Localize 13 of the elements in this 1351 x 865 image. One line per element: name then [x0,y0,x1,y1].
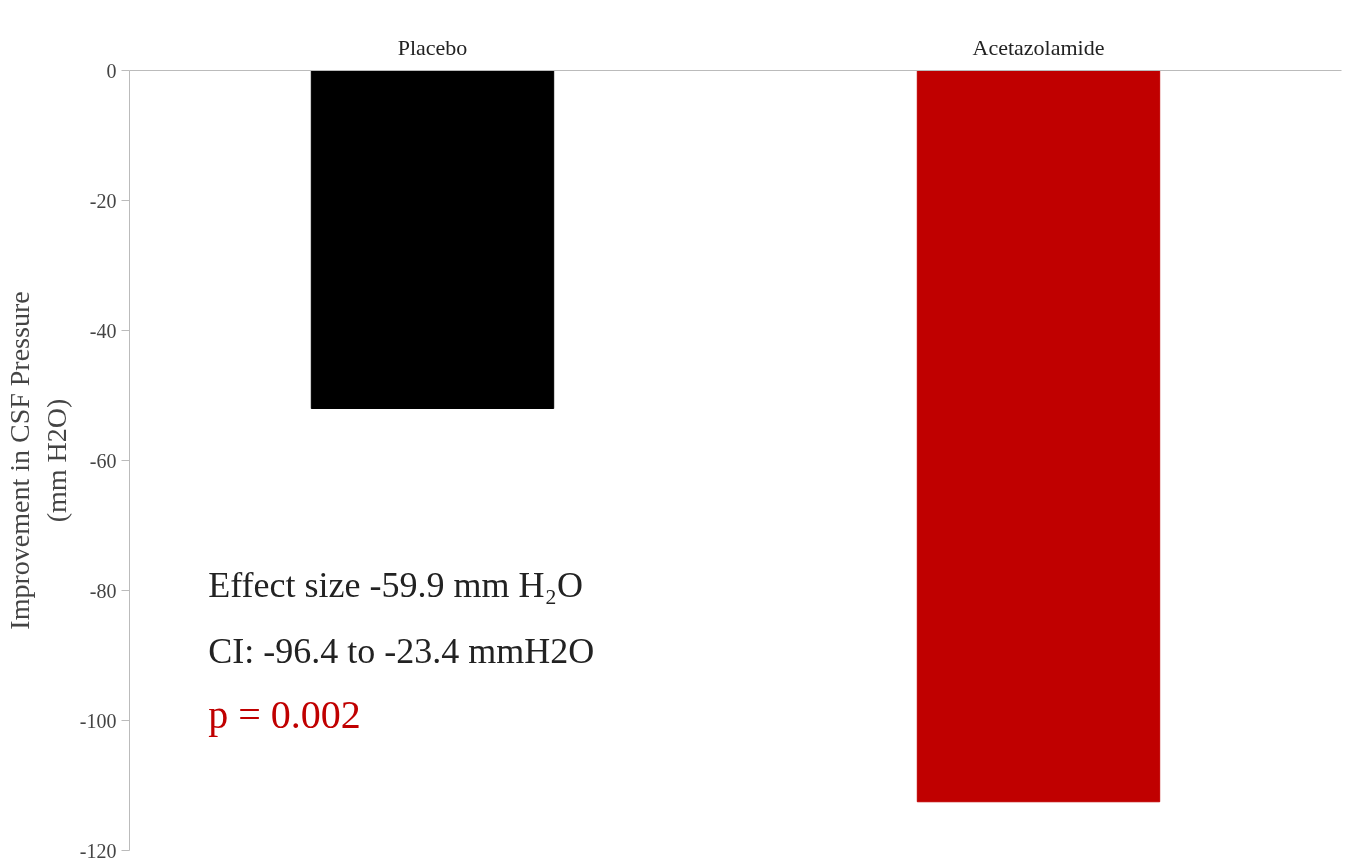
annotation: CI: -96.4 to -23.4 mmH2O [208,631,595,672]
y-tick-label: -40 [89,319,117,342]
y-tick-label: 0 [106,59,117,82]
y-tick-label: -60 [89,449,117,472]
y-tick-label: -20 [89,189,117,212]
annotation: p = 0.002 [208,692,361,738]
y-axis-title: Improvement in CSF Pressure (mm H2O) [3,291,72,630]
annotation: Effect size -59.9 mm H₂O [208,564,584,605]
y-tick-label: -100 [79,709,117,732]
y-tick-label: -80 [89,579,117,602]
y-tick-label: -120 [79,839,117,862]
x-tick-label: Acetazolamide [972,34,1105,60]
x-tick-label: Placebo [397,34,468,60]
